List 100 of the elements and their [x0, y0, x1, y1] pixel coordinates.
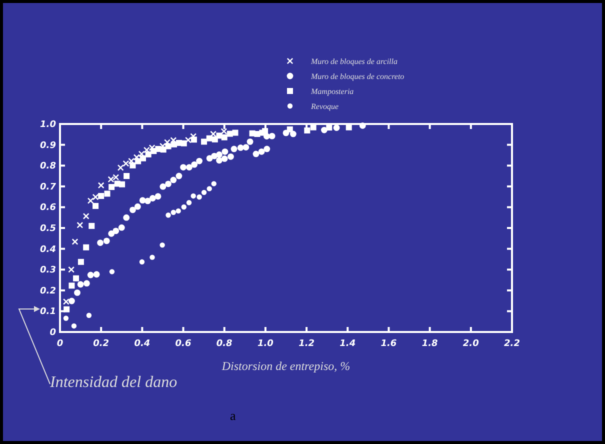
point — [82, 212, 90, 220]
text: a — [230, 408, 236, 423]
point — [359, 122, 366, 129]
point — [64, 306, 70, 312]
point — [268, 132, 276, 140]
point — [150, 254, 155, 260]
point — [226, 130, 233, 137]
point — [160, 242, 165, 248]
point — [216, 132, 222, 139]
point — [154, 193, 162, 200]
point — [78, 258, 84, 265]
point — [184, 136, 192, 144]
point — [92, 202, 99, 209]
point — [88, 222, 95, 229]
point — [84, 280, 90, 287]
point — [123, 214, 130, 221]
point — [76, 222, 84, 228]
point — [72, 238, 78, 245]
point — [186, 164, 192, 170]
point — [230, 146, 238, 152]
point — [180, 140, 187, 146]
point — [68, 266, 75, 273]
point — [220, 128, 228, 135]
point — [68, 282, 75, 289]
x-tick-label: 0.8 — [216, 339, 232, 349]
point — [77, 281, 84, 288]
point — [73, 275, 80, 282]
point — [62, 298, 70, 305]
point — [264, 146, 270, 152]
point — [221, 134, 228, 140]
point — [97, 240, 104, 246]
text: Intensidad del dano — [49, 374, 178, 391]
point — [112, 228, 120, 234]
point — [104, 190, 110, 197]
x-tick-label: 1.8 — [422, 339, 438, 349]
point — [210, 130, 217, 138]
y-tick-label: 0 — [50, 328, 56, 338]
point — [196, 158, 202, 164]
point — [326, 124, 332, 131]
point — [216, 157, 222, 164]
point — [206, 186, 212, 192]
legend-label: Revoque — [310, 102, 339, 111]
point — [63, 316, 69, 321]
point — [237, 144, 244, 151]
point — [333, 124, 340, 131]
point — [160, 183, 166, 190]
point — [176, 208, 181, 214]
point — [180, 164, 186, 170]
point — [86, 312, 92, 318]
point — [228, 153, 234, 160]
x-tick-label: 2.2 — [504, 339, 520, 349]
point — [124, 173, 130, 179]
x-tick-label: 0.6 — [175, 339, 192, 349]
point — [191, 161, 198, 168]
point — [108, 184, 115, 190]
y-tick-label: 0.4 — [40, 244, 56, 255]
point — [87, 272, 94, 278]
point — [74, 289, 80, 296]
y-tick-label: 0.6 — [40, 203, 56, 214]
x-tick-label: 0 — [56, 339, 64, 349]
point — [290, 130, 296, 138]
point — [109, 269, 115, 274]
point — [190, 133, 197, 140]
x-tick-label: 1.4 — [340, 339, 356, 349]
point — [216, 151, 222, 158]
y-tick-label: 0.9 — [40, 140, 56, 151]
point — [71, 323, 77, 329]
y-tick-label: 0.5 — [40, 224, 56, 234]
point — [190, 193, 196, 199]
y-tick-label: 0.3 — [40, 266, 56, 276]
point — [144, 198, 151, 204]
x-tick-label: 2.0 — [462, 339, 479, 349]
point — [263, 133, 270, 140]
point — [304, 127, 310, 134]
x-tick-label: 0.4 — [134, 339, 150, 349]
point — [222, 148, 228, 155]
x-tick-label: 1.2 — [298, 339, 315, 349]
y-tick-label: 1.0 — [40, 120, 56, 130]
point — [282, 130, 290, 136]
x-axis-title: Distorsion de entrepiso, % — [220, 359, 350, 373]
x-tick-label: 1.6 — [380, 339, 397, 349]
point — [252, 150, 260, 158]
point — [149, 195, 156, 202]
point — [87, 198, 94, 204]
point — [165, 180, 172, 188]
point — [196, 194, 202, 200]
legend-label: Muro de bloques de arcilla — [310, 57, 398, 66]
y-tick-label: 0.1 — [40, 307, 56, 318]
point — [170, 210, 176, 215]
point — [133, 154, 140, 161]
point — [201, 190, 207, 196]
x-tick-label: 0.2 — [93, 339, 110, 349]
point — [119, 181, 126, 188]
point — [103, 238, 110, 244]
point — [139, 259, 145, 265]
point — [181, 204, 186, 210]
point — [130, 206, 136, 214]
point — [117, 164, 124, 171]
point — [186, 200, 192, 206]
point — [68, 298, 75, 304]
